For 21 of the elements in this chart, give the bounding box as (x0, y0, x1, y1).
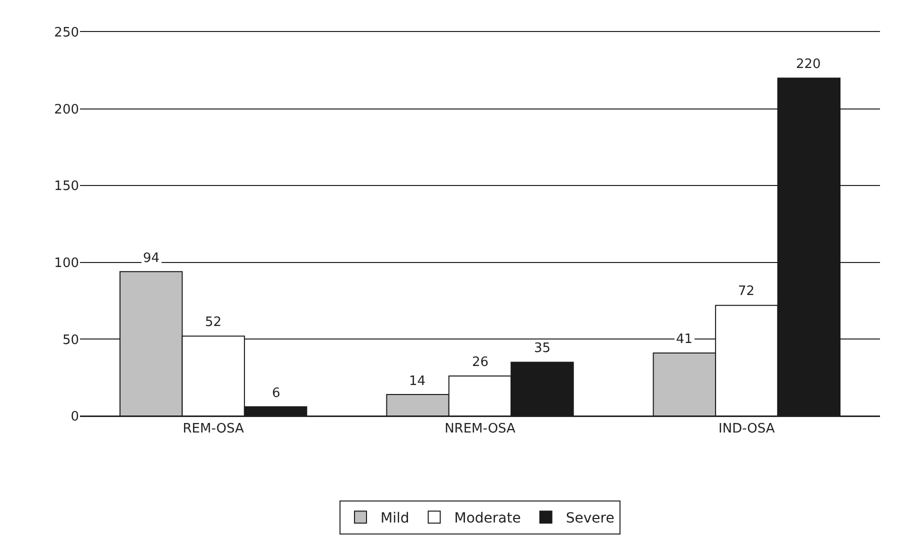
data-label: 35 (534, 341, 551, 356)
legend-label: Moderate (454, 510, 521, 527)
data-label: 14 (409, 374, 426, 389)
data-label: 26 (472, 355, 489, 370)
x-tick-label: IND-OSA (718, 422, 775, 437)
legend-label: Severe (566, 510, 614, 527)
legend-label: Mild (380, 510, 410, 527)
data-label: 52 (205, 315, 222, 330)
y-tick-label: 200 (54, 102, 79, 118)
data-label: 94 (143, 251, 160, 266)
x-tick-label: REM-OSA (182, 422, 244, 437)
y-tick-label: 250 (54, 26, 79, 41)
x-tick-label: NREM-OSA (444, 422, 516, 437)
data-label: 72 (738, 284, 755, 299)
y-tick-label: 100 (54, 256, 79, 271)
y-tick-label: 150 (54, 179, 79, 194)
data-label: 41 (676, 332, 693, 347)
y-tick-label: 50 (62, 332, 79, 348)
data-label: 220 (796, 57, 821, 72)
y-tick-label: 0 (70, 410, 79, 425)
data-label: 6 (272, 386, 280, 401)
